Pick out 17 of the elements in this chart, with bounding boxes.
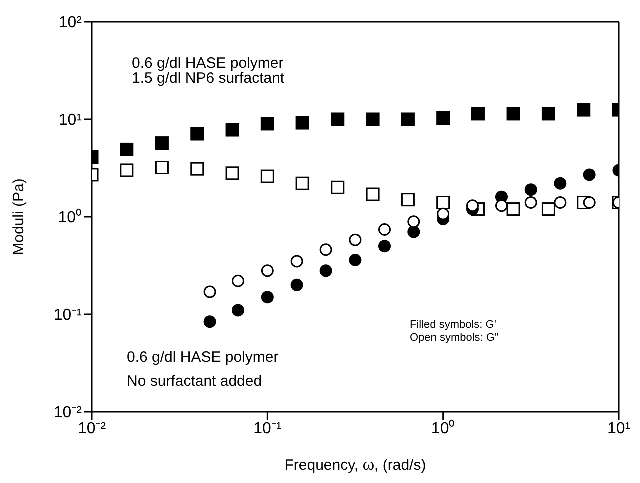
x-tick-label: 10⁻¹ <box>254 420 282 438</box>
x-tick-label: 10¹ <box>607 420 631 438</box>
y-axis-title: Moduli (Pa) <box>10 178 28 256</box>
annotation: No surfactant added <box>127 373 262 390</box>
x-tick-label: 10⁰ <box>431 419 456 438</box>
x-tick-label: 10⁻² <box>78 420 107 438</box>
annotation: Open symbols: G" <box>410 332 499 344</box>
y-tick-label: 10¹ <box>58 112 82 130</box>
annotation: 1.5 g/dl NP6 surfactant <box>132 70 286 87</box>
annotation: Filled symbols: G' <box>410 319 496 331</box>
annotation: 0.6 g/dl HASE polymer <box>127 349 279 366</box>
y-tick-label: 10⁻² <box>54 404 83 422</box>
annotation: 0.6 g/dl HASE polymer <box>132 55 284 72</box>
y-tick-label: 10² <box>58 14 83 32</box>
y-tick-label: 10⁻¹ <box>54 307 82 324</box>
x-axis-title: Frequency, ω, (rad/s) <box>284 457 426 474</box>
y-tick-label: 10⁰ <box>58 208 82 227</box>
